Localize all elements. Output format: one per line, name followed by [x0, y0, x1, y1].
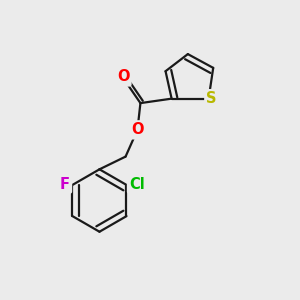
Text: Cl: Cl [129, 176, 145, 191]
Text: O: O [131, 122, 144, 137]
Text: O: O [117, 70, 129, 85]
Text: S: S [206, 91, 217, 106]
Text: F: F [60, 176, 70, 191]
